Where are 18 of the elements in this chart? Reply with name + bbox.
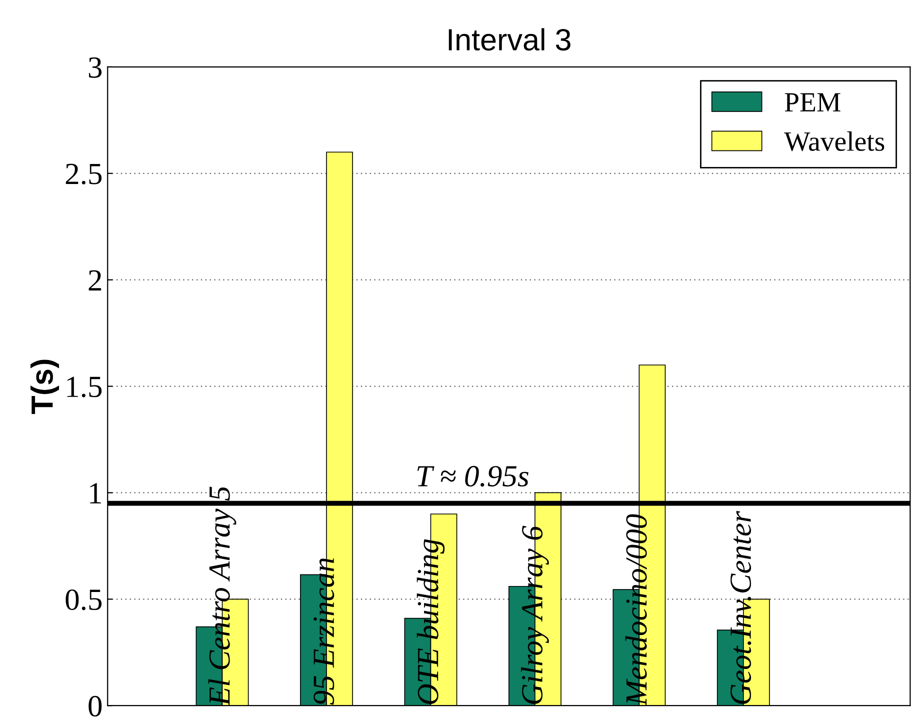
y-tick-label: 3 <box>88 57 102 78</box>
y-tick-label: 0 <box>88 696 102 716</box>
x-tick-label: Geot.Inv.Center <box>730 510 752 704</box>
y-tick-label: 1.5 <box>67 376 102 398</box>
chart-title: Interval 3 <box>448 28 570 51</box>
y-tick-label: 1 <box>90 483 101 504</box>
y-tick-label: 0.5 <box>66 589 102 610</box>
y-tick-label: 2.5 <box>66 164 102 184</box>
x-tick-label: Gilroy Array 6 <box>521 526 549 704</box>
y-axis-title: T(s) <box>30 360 60 414</box>
x-tick-label: 95 Erzincan <box>314 558 334 705</box>
legend-label: PEM <box>784 93 840 112</box>
x-tick-label: OTE building <box>416 539 445 704</box>
x-tick-label: Mendocino/000 <box>625 514 647 706</box>
ref-line-label: T ≈ 0.95s <box>417 466 528 487</box>
legend-label: Wavelets <box>784 131 884 152</box>
x-tick-label: El Centro Array 5 <box>208 486 236 706</box>
y-tick-label: 2 <box>88 270 102 290</box>
